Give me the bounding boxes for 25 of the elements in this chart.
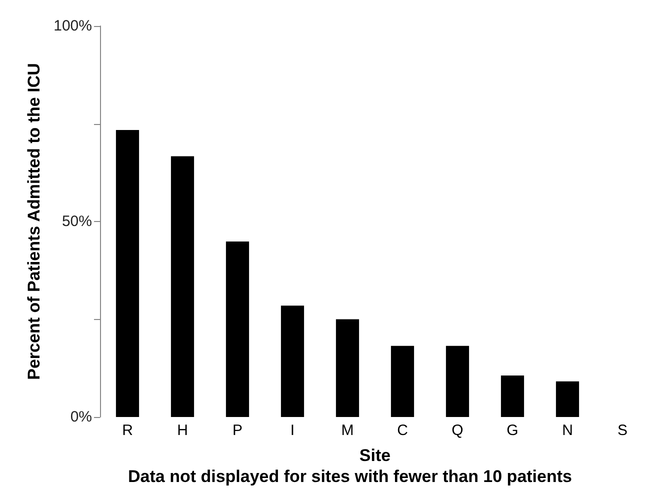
bar xyxy=(446,346,470,417)
bar xyxy=(390,346,414,417)
x-tick-label: H xyxy=(177,422,188,439)
y-tick-label: 0% xyxy=(70,408,92,426)
x-tick-label: N xyxy=(562,422,573,439)
x-tick-label: R xyxy=(122,422,134,439)
bar xyxy=(226,241,250,417)
bar xyxy=(170,156,194,417)
bar xyxy=(556,381,580,417)
bar xyxy=(116,130,140,417)
y-axis-title: Percent of Patients Admitted to the ICU xyxy=(24,63,44,380)
y-tick-label: 100% xyxy=(54,18,92,34)
x-tick-label: M xyxy=(341,422,354,439)
bar xyxy=(280,306,304,417)
x-tick-label: S xyxy=(617,422,628,439)
x-tick-label: G xyxy=(506,422,518,439)
x-tick-label: C xyxy=(397,422,408,439)
y-tick-label: 50% xyxy=(62,213,92,230)
bar xyxy=(336,319,360,417)
x-tick-label: Q xyxy=(452,422,464,439)
bar xyxy=(500,376,524,417)
text: Data not displayed for sites with fewer than 10 patients xyxy=(128,467,572,486)
x-tick-label: P xyxy=(232,422,243,439)
x-tick-label: I xyxy=(290,422,295,439)
x-axis-title: Site xyxy=(359,446,391,465)
